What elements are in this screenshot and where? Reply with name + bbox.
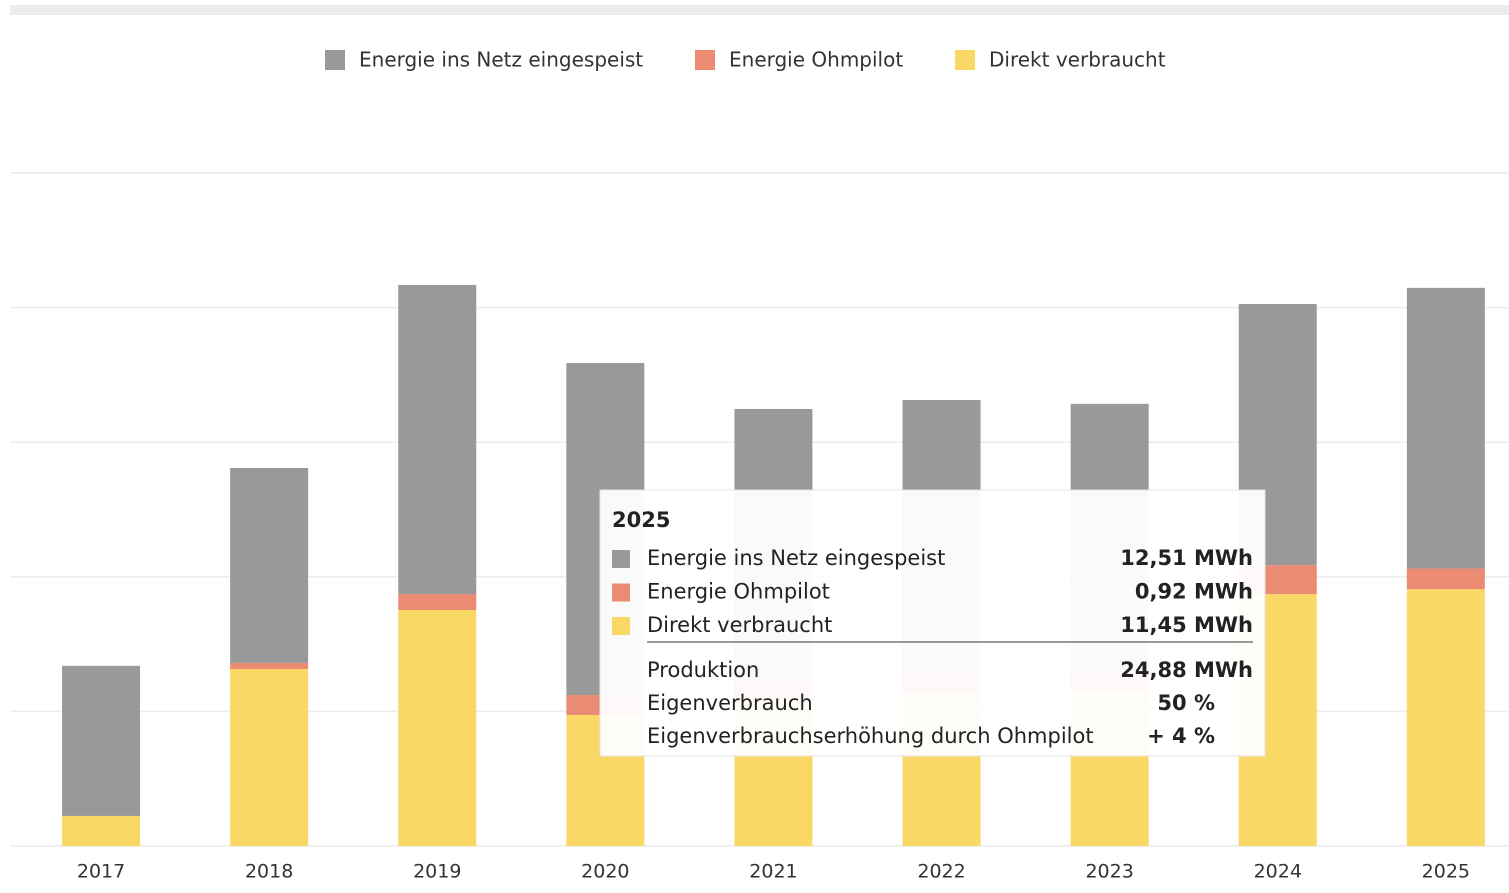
bar-segment[interactable] [62, 815, 141, 846]
bar-segment[interactable] [230, 467, 309, 663]
legend-label[interactable]: Energie Ohmpilot [729, 48, 903, 72]
bar-segment[interactable] [1406, 589, 1485, 846]
tooltip-swatch [612, 617, 630, 635]
legend-swatch[interactable] [325, 50, 345, 70]
tooltip-box [599, 489, 1266, 757]
tooltip-label: Energie Ohmpilot [647, 580, 830, 604]
tooltip-label: Produktion [647, 658, 759, 682]
tooltip-title: 2025 [612, 508, 670, 532]
x-tick-label: 2019 [413, 861, 461, 883]
x-tick-label: 2017 [77, 861, 125, 883]
legend-swatch[interactable] [955, 50, 975, 70]
legend-label[interactable]: Direkt verbraucht [989, 48, 1166, 72]
tooltip-value: 12,51 MWh [1120, 546, 1253, 570]
tooltip-value: 11,45 MWh [1120, 613, 1253, 637]
legend-label[interactable]: Energie ins Netz eingespeist [359, 48, 643, 72]
x-tick-label: 2022 [917, 861, 965, 883]
tooltip-value: + 4 % [1147, 724, 1215, 748]
top-strip [10, 5, 1509, 15]
tooltip-value: 50 % [1157, 691, 1215, 715]
bar-segment[interactable] [398, 610, 477, 846]
bar-segment[interactable] [230, 669, 309, 846]
bar-segment[interactable] [62, 665, 141, 816]
tooltip-label: Eigenverbrauch [647, 691, 813, 715]
tooltip-value: 0,92 MWh [1135, 580, 1253, 604]
x-tick-label: 2021 [749, 861, 797, 883]
x-tick-label: 2023 [1085, 861, 1133, 883]
x-tick-label: 2024 [1254, 861, 1302, 883]
x-tick-label: 2025 [1422, 861, 1470, 883]
bar-segment[interactable] [398, 284, 477, 595]
tooltip-swatch [612, 583, 630, 602]
bar-segment[interactable] [398, 594, 477, 611]
bar-segment[interactable] [1406, 287, 1485, 569]
tooltip-label: Eigenverbrauchserhöhung durch Ohmpilot [647, 724, 1094, 748]
legend-swatch[interactable] [695, 50, 715, 70]
tooltip-swatch [612, 550, 630, 568]
bar-segment[interactable] [230, 662, 309, 670]
x-tick-label: 2020 [581, 861, 629, 883]
bar-segment[interactable] [1406, 568, 1485, 590]
tooltip-label: Direkt verbraucht [647, 613, 832, 637]
tooltip-value: 24,88 MWh [1120, 658, 1253, 682]
tooltip-label: Energie ins Netz eingespeist [647, 546, 945, 570]
x-tick-label: 2018 [245, 861, 293, 883]
